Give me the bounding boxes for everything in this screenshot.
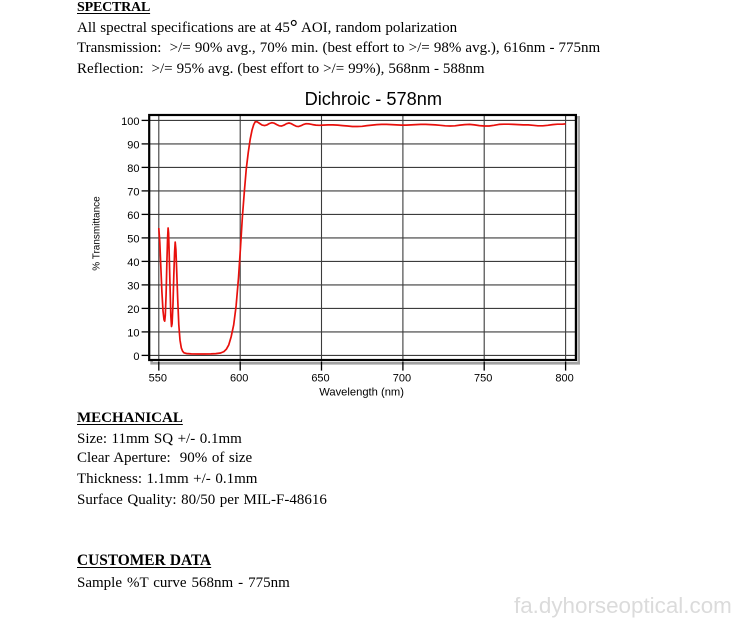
- svg-text:% Transmittance: % Transmittance: [92, 196, 103, 271]
- svg-text:90: 90: [127, 140, 139, 152]
- svg-text:800: 800: [555, 373, 573, 385]
- svg-text:80: 80: [127, 163, 139, 175]
- svg-text:10: 10: [127, 328, 139, 340]
- svg-text:550: 550: [149, 373, 167, 385]
- svg-text:650: 650: [311, 373, 329, 385]
- svg-text:70: 70: [127, 187, 139, 199]
- svg-text:Dichroic - 578nm: Dichroic - 578nm: [305, 89, 442, 109]
- svg-text:100: 100: [121, 116, 139, 128]
- svg-text:40: 40: [127, 257, 139, 269]
- svg-text:Wavelength (nm): Wavelength (nm): [319, 387, 404, 399]
- svg-text:20: 20: [127, 304, 139, 316]
- svg-text:600: 600: [230, 373, 248, 385]
- svg-text:0: 0: [133, 351, 139, 363]
- svg-text:60: 60: [127, 210, 139, 222]
- svg-text:30: 30: [127, 281, 139, 293]
- svg-text:700: 700: [393, 373, 411, 385]
- svg-text:50: 50: [127, 234, 139, 246]
- svg-text:750: 750: [474, 373, 492, 385]
